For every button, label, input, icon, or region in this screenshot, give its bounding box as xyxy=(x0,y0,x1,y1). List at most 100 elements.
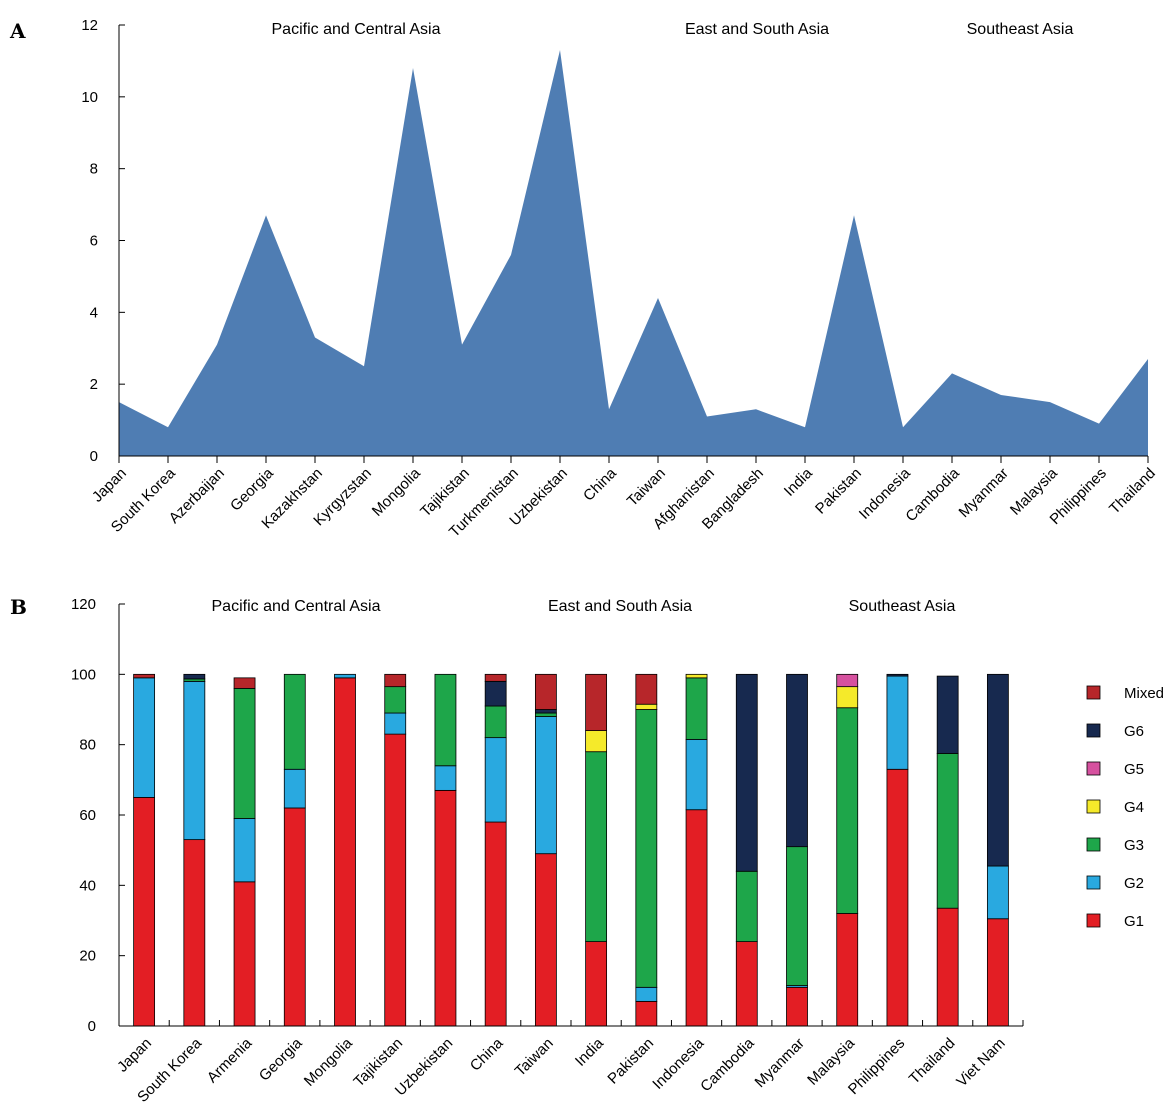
legend-swatch-g5 xyxy=(1086,761,1101,776)
bar-g1-indonesia xyxy=(685,809,708,1027)
legend-swatch-g4 xyxy=(1086,799,1101,814)
y-tick-label-b: 0 xyxy=(88,1018,96,1035)
x-label-b-georgia: Georgia xyxy=(256,1034,306,1084)
x-label-china: China xyxy=(580,464,620,504)
bar-g1-viet-nam xyxy=(986,918,1009,1027)
bar-g1-taiwan xyxy=(534,853,557,1027)
bar-g2-armenia xyxy=(233,818,256,883)
bar-g2-china xyxy=(484,737,507,823)
x-label-b-cambodia: Cambodia xyxy=(697,1034,758,1095)
bar-g1-philippines xyxy=(886,768,909,1027)
bar-g1-cambodia xyxy=(735,941,758,1027)
bar-g2-japan xyxy=(133,677,156,798)
y-tick-label-b: 20 xyxy=(79,948,96,965)
bar-g1-tajikistan xyxy=(384,733,407,1027)
legend-label-g1: G1 xyxy=(1124,913,1144,930)
bar-g2-tajikistan xyxy=(384,712,407,735)
x-label-b-viet-nam: Viet Nam xyxy=(953,1035,1008,1090)
y-tick-label-a: 4 xyxy=(90,304,98,321)
legend-swatch-g6 xyxy=(1086,723,1101,738)
x-label-cambodia: Cambodia xyxy=(902,464,963,525)
bar-g1-japan xyxy=(133,797,156,1027)
bar-g3-cambodia xyxy=(735,870,758,942)
bar-g3-armenia xyxy=(233,688,256,819)
x-label-thailand: Thailand xyxy=(1106,465,1159,518)
bar-mixed-japan xyxy=(133,673,156,679)
panel-label-a: A xyxy=(9,19,26,43)
y-tick-label-a: 12 xyxy=(81,17,98,34)
bar-g1-uzbekistan xyxy=(434,789,457,1027)
bar-mixed-china xyxy=(484,673,507,682)
bar-g1-thailand xyxy=(936,907,959,1027)
region-label-a-east-and-south-asia: East and South Asia xyxy=(685,21,829,38)
bar-g2-viet-nam xyxy=(986,865,1009,920)
x-label-b-china: China xyxy=(467,1034,507,1074)
legend-label-g3: G3 xyxy=(1124,837,1144,854)
bar-g2-philippines xyxy=(886,675,909,770)
bar-g6-china xyxy=(484,680,507,707)
y-tick-label-a: 0 xyxy=(90,448,98,465)
y-tick-label-a: 10 xyxy=(81,89,98,106)
y-tick-label-a: 6 xyxy=(90,233,98,250)
bar-g6-philippines xyxy=(886,673,909,677)
y-tick-label-b: 120 xyxy=(71,596,96,613)
bar-g6-viet-nam xyxy=(986,673,1009,867)
bar-g6-thailand xyxy=(936,675,959,754)
bar-g6-myanmar xyxy=(786,673,808,848)
y-tick-label-b: 80 xyxy=(79,737,96,754)
bar-g2-georgia xyxy=(283,768,306,809)
bar-g3-indonesia xyxy=(685,677,708,740)
y-tick-label-b: 40 xyxy=(79,877,96,894)
x-label-b-taiwan: Taiwan xyxy=(512,1035,557,1080)
bar-g1-mongolia xyxy=(334,677,356,1027)
x-label-b-india: India xyxy=(572,1034,607,1069)
legend-swatch-g2 xyxy=(1086,875,1101,890)
y-tick-label-b: 100 xyxy=(71,666,96,683)
x-label-japan: Japan xyxy=(89,465,130,506)
bar-mixed-pakistan xyxy=(635,673,658,705)
bar-g2-pakistan xyxy=(635,986,658,1002)
bar-g6-south-korea xyxy=(183,673,206,680)
legend-swatch-mixed xyxy=(1086,685,1101,700)
bar-g2-south-korea xyxy=(183,680,206,841)
bar-g2-mongolia xyxy=(334,673,356,679)
legend-swatch-g1 xyxy=(1086,913,1101,928)
bar-g1-china xyxy=(484,821,507,1027)
bar-g3-pakistan xyxy=(635,709,658,988)
bar-mixed-tajikistan xyxy=(384,673,407,688)
bar-g3-myanmar xyxy=(786,846,808,986)
bar-g6-cambodia xyxy=(735,673,758,872)
bar-g3-uzbekistan xyxy=(434,673,457,767)
bar-g4-malaysia xyxy=(836,686,859,709)
legend-label-g5: G5 xyxy=(1124,761,1144,778)
bar-g3-china xyxy=(484,705,507,739)
bar-g3-georgia xyxy=(283,673,306,770)
bar-g2-uzbekistan xyxy=(434,765,457,791)
region-label-a-pacific-and-central-asia: Pacific and Central Asia xyxy=(272,21,441,38)
bar-g4-india xyxy=(585,730,608,753)
region-label-a-southeast-asia: Southeast Asia xyxy=(967,21,1074,38)
bar-g2-taiwan xyxy=(534,716,557,855)
bar-g3-thailand xyxy=(936,753,959,909)
bar-g2-indonesia xyxy=(685,738,708,811)
y-tick-label-b: 60 xyxy=(79,807,96,824)
bar-mixed-india xyxy=(585,673,608,731)
legend-label-g6: G6 xyxy=(1124,723,1144,740)
y-tick-label-a: 8 xyxy=(90,161,98,178)
bar-g1-pakistan xyxy=(635,1000,658,1027)
x-label-india: India xyxy=(781,464,816,499)
legend-label-g4: G4 xyxy=(1124,799,1144,816)
x-label-mongolia: Mongolia xyxy=(369,464,425,520)
x-label-b-armenia: Armenia xyxy=(204,1034,256,1086)
region-label-b-east-and-south-asia: East and South Asia xyxy=(548,598,692,615)
bar-g1-georgia xyxy=(283,807,306,1027)
bar-g4-indonesia xyxy=(685,673,708,679)
bar-g6-taiwan xyxy=(534,709,557,714)
bar-g1-south-korea xyxy=(183,839,206,1027)
legend-swatch-g3 xyxy=(1086,837,1101,852)
bar-g3-malaysia xyxy=(836,707,859,914)
region-label-b-southeast-asia: Southeast Asia xyxy=(849,598,956,615)
bar-g3-tajikistan xyxy=(384,686,407,714)
